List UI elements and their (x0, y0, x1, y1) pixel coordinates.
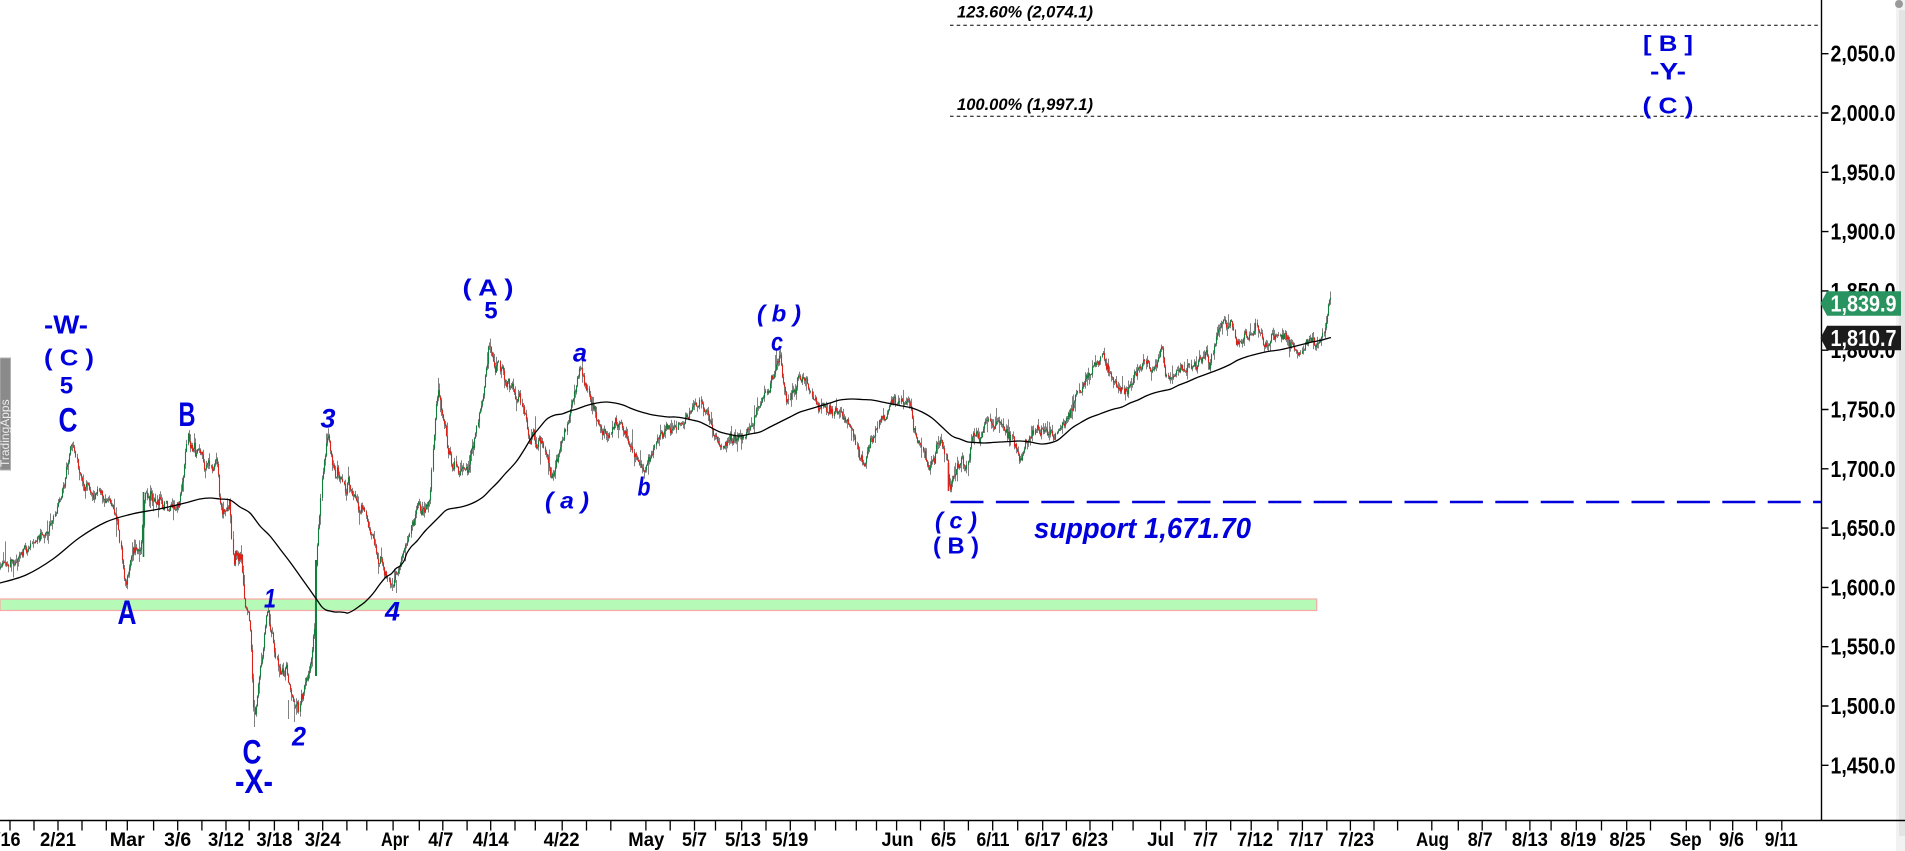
svg-text:1,750.0: 1,750.0 (1831, 397, 1896, 423)
svg-text:123.60% (2,074.1): 123.60% (2,074.1) (957, 4, 1094, 22)
svg-text:1,450.0: 1,450.0 (1831, 752, 1896, 778)
svg-text:a: a (573, 337, 587, 367)
svg-text:1,550.0: 1,550.0 (1831, 634, 1896, 660)
svg-text:4/7: 4/7 (428, 830, 453, 851)
svg-text:7/23: 7/23 (1338, 830, 1374, 851)
svg-text:1,900.0: 1,900.0 (1831, 219, 1896, 245)
svg-text:Apr: Apr (381, 830, 410, 851)
svg-text:c: c (771, 326, 783, 356)
svg-text:B: B (179, 396, 196, 434)
svg-text:4/14: 4/14 (473, 830, 509, 851)
svg-text:6/23: 6/23 (1072, 830, 1108, 851)
svg-text:May: May (628, 830, 664, 851)
svg-text:7/17: 7/17 (1289, 830, 1324, 851)
svg-text:6/5: 6/5 (931, 830, 956, 851)
svg-text:1,650.0: 1,650.0 (1831, 515, 1896, 541)
svg-text:1,810.7: 1,810.7 (1831, 325, 1897, 351)
svg-text:3: 3 (321, 404, 336, 434)
svg-text:6/17: 6/17 (1025, 830, 1061, 851)
svg-text:2: 2 (291, 722, 306, 752)
svg-text:[ B ]: [ B ] (1643, 31, 1693, 56)
svg-text:-Y-: -Y- (1650, 59, 1686, 86)
svg-text:5/7: 5/7 (682, 830, 707, 851)
svg-text:1: 1 (264, 584, 276, 614)
svg-text:3/12: 3/12 (208, 830, 244, 851)
svg-text:5/19: 5/19 (772, 830, 808, 851)
svg-text:( b ): ( b ) (757, 300, 801, 326)
svg-text:9/11: 9/11 (1765, 830, 1798, 851)
svg-text:8/19: 8/19 (1560, 830, 1596, 851)
svg-text:1,600.0: 1,600.0 (1831, 574, 1896, 600)
svg-text:8/25: 8/25 (1609, 830, 1645, 851)
svg-text:5: 5 (60, 373, 73, 400)
svg-text:8/13: 8/13 (1512, 830, 1548, 851)
svg-text:( c ): ( c ) (935, 507, 977, 533)
svg-text:3/18: 3/18 (256, 830, 292, 851)
svg-text:7/12: 7/12 (1237, 830, 1273, 851)
svg-text:6/11: 6/11 (977, 830, 1010, 851)
svg-text:1,950.0: 1,950.0 (1831, 159, 1896, 185)
svg-text:100.00% (1,997.1): 100.00% (1,997.1) (957, 96, 1094, 114)
svg-text:8/7: 8/7 (1468, 830, 1493, 851)
svg-text:support 1,671.70: support 1,671.70 (1034, 513, 1251, 545)
svg-text:5/13: 5/13 (725, 830, 761, 851)
svg-text:5: 5 (484, 298, 497, 325)
svg-text:2/21: 2/21 (40, 830, 76, 851)
svg-text:Mar: Mar (110, 830, 146, 851)
svg-text:A: A (118, 594, 137, 632)
svg-text:C: C (59, 402, 78, 440)
svg-text:1,839.9: 1,839.9 (1831, 291, 1897, 317)
svg-text:9/6: 9/6 (1719, 830, 1744, 851)
svg-text:Aug: Aug (1416, 830, 1449, 851)
svg-text:2,000.0: 2,000.0 (1831, 100, 1896, 126)
svg-text:-X-: -X- (235, 763, 273, 801)
svg-text:Jul: Jul (1147, 830, 1174, 851)
svg-text:TradingApps: TradingApps (0, 399, 12, 467)
svg-text:Sep: Sep (1670, 830, 1702, 851)
svg-text:3/6: 3/6 (164, 830, 191, 851)
svg-text:Jun: Jun (882, 830, 914, 851)
svg-text:/16: /16 (0, 830, 21, 851)
svg-text:( C ): ( C ) (1643, 92, 1694, 118)
svg-text:( B ): ( B ) (933, 532, 979, 558)
svg-text:b: b (638, 471, 651, 501)
svg-text:4: 4 (384, 597, 400, 627)
svg-text:7/7: 7/7 (1193, 830, 1218, 851)
svg-text:1,500.0: 1,500.0 (1831, 693, 1896, 719)
svg-text:( A ): ( A ) (463, 274, 514, 300)
svg-text:-W-: -W- (44, 309, 88, 339)
svg-text:3/24: 3/24 (305, 830, 341, 851)
svg-text:( C ): ( C ) (44, 344, 94, 370)
svg-text:1,700.0: 1,700.0 (1831, 456, 1896, 482)
svg-text:2,050.0: 2,050.0 (1831, 41, 1896, 67)
svg-text:C: C (243, 734, 262, 772)
svg-text:( a ): ( a ) (545, 487, 589, 513)
svg-text:4/22: 4/22 (544, 830, 580, 851)
